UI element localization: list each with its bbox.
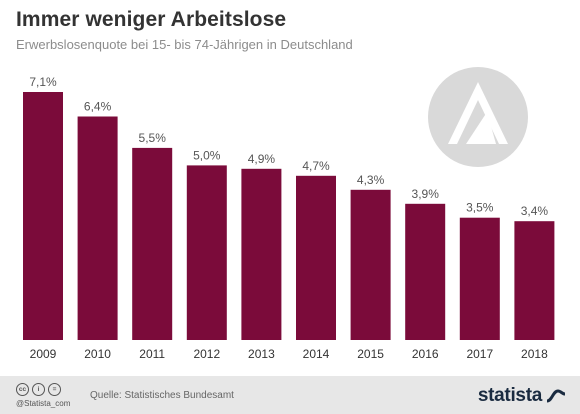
bar-2009 [23,92,63,340]
x-tick-label-2016: 2016 [412,347,439,361]
value-label-2012: 5,0% [193,148,221,162]
x-tick-label-2011: 2011 [139,347,165,361]
bar-2013 [241,168,282,340]
x-tick-label-2018: 2018 [521,347,548,361]
statista-wave-icon [546,389,566,403]
value-label-2018: 3,4% [521,204,549,218]
bar-2012 [186,165,227,340]
value-label-2011: 5,5% [139,131,167,145]
bar-2018 [514,221,555,340]
x-tick-label-2013: 2013 [248,347,275,361]
no-derivatives-icon[interactable]: = [48,383,61,396]
bundesagentur-fuer-arbeit-logo [428,67,528,167]
cc-icon[interactable]: cc [16,383,29,396]
attribution-icon[interactable]: i [32,383,45,396]
source-note: Quelle: Statistisches Bundesamt [90,390,234,401]
value-label-2009: 7,1% [29,75,57,89]
statista-brand[interactable]: statista [478,385,566,407]
license-icons: cc i = [16,383,61,396]
x-tick-label-2014: 2014 [303,347,330,361]
value-label-2014: 4,7% [302,159,330,173]
chart-title: Immer weniger Arbeitslose [16,8,287,31]
x-tick-label-2015: 2015 [357,347,384,361]
twitter-handle[interactable]: @Statista_com [16,399,71,408]
value-label-2017: 3,5% [466,201,494,215]
bar-2014 [296,175,336,340]
chart-subtitle: Erwerbslosenquote bei 15- bis 74-Jährige… [16,37,353,52]
bar-2011 [132,147,173,340]
x-tick-label-2012: 2012 [193,347,220,361]
bar-2016 [405,203,446,340]
bar-2010 [77,116,118,340]
x-tick-label-2010: 2010 [84,347,111,361]
footer: cc i = @Statista_com Quelle: Statistisch… [0,376,580,414]
x-tick-label-2017: 2017 [466,347,493,361]
logo-a-outer [448,82,508,144]
value-label-2015: 4,3% [357,173,385,187]
value-label-2010: 6,4% [84,100,112,114]
bar-2015 [350,189,391,340]
value-label-2013: 4,9% [248,152,276,166]
x-tick-label-2009: 2009 [30,347,57,361]
brand-wordmark: statista [477,385,542,406]
bar-2017 [459,217,500,340]
value-label-2016: 3,9% [412,187,440,201]
bar-chart: 7,1% 2009 6,4% 2010 5,5% 2011 5,0% 2012 4,9% 2013… [23,67,555,361]
bars-layer: 7,1% 2009 6,4% 2010 5,5% 2011 5,0% 2012 4,9% 2013… [23,75,555,361]
logo-a-inner [466,112,496,144]
